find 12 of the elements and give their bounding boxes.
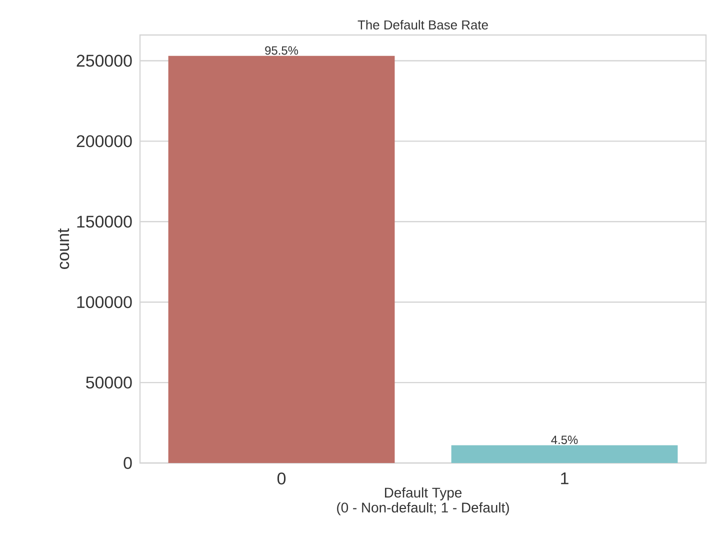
y-tick-label: 0 — [124, 457, 132, 469]
y-tick-label: 200000 — [76, 135, 132, 148]
annotation: 4.5% — [551, 436, 578, 444]
x-tick-label: 1 — [561, 472, 568, 484]
y-tick-label: 100000 — [77, 296, 132, 308]
y-tick-label: 150000 — [77, 216, 132, 228]
chart-title: The Default Base Rate — [358, 20, 488, 30]
y-axis-title: count — [58, 228, 70, 269]
annotation: 95.5% — [265, 46, 298, 55]
y-tick-label: 250000 — [76, 54, 132, 67]
x-axis-title: Default Type (0 - Non-default; 1 - Default) — [337, 487, 509, 516]
y-tick-label: 50000 — [86, 376, 132, 389]
